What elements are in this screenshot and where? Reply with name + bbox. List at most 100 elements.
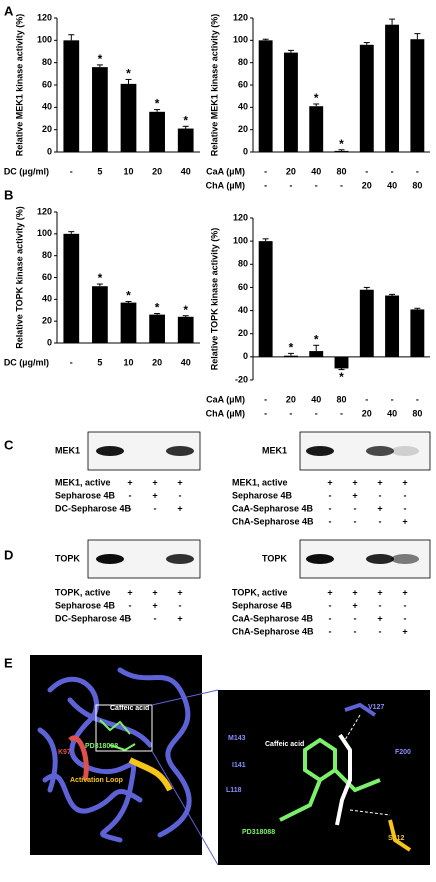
significance-star: *	[183, 303, 188, 317]
x-row-label: DC (µg/ml)	[4, 357, 49, 367]
zoom-box	[95, 704, 153, 752]
blot-sign: -	[129, 503, 132, 513]
bar	[309, 351, 324, 357]
panel-label: B	[4, 187, 13, 202]
x-tick-label: 40	[387, 180, 397, 190]
y-tick-label: 40	[238, 102, 248, 112]
y-tick-label: 100	[37, 228, 52, 238]
blot-sign: +	[177, 613, 182, 623]
blot-sign: -	[404, 503, 407, 513]
caffeic-acid-detail	[335, 733, 352, 826]
blot-row-label: MEK1, active	[232, 477, 288, 487]
y-tick-label: 80	[238, 259, 248, 269]
significance-star: *	[339, 370, 344, 384]
blot-sign: -	[329, 626, 332, 636]
ligand	[99, 719, 136, 752]
blot-sign: -	[354, 503, 357, 513]
blot-row-label: DC-Sepharose 4B	[55, 613, 132, 623]
blot-band	[96, 554, 124, 564]
y-axis-label: Relative TOPK kinase activity (%)	[14, 206, 24, 348]
significance-star: *	[289, 341, 294, 355]
bar	[149, 111, 165, 152]
blot-sign: +	[152, 600, 157, 610]
x-tick-label: -	[416, 166, 419, 176]
y-axis-label: Relative MEK1 kinase activity (%)	[14, 14, 24, 157]
bar	[120, 302, 137, 343]
blot-sign: +	[127, 587, 132, 597]
x-tick-label: 10	[123, 357, 133, 367]
blot-sign: -	[404, 613, 407, 623]
x-tick-label: 40	[311, 166, 321, 176]
x-tick-label: 80	[412, 180, 422, 190]
blot-row-label: Sepharose 4B	[232, 600, 293, 610]
blot-protein: TOPK	[55, 553, 80, 563]
blot-band	[306, 446, 334, 456]
x-tick-label: -	[315, 408, 318, 418]
blot-sign: +	[352, 490, 357, 500]
helix	[68, 735, 89, 781]
blot-sign: +	[152, 477, 157, 487]
blot-protein: MEK1	[55, 445, 80, 455]
blot-band	[366, 446, 394, 456]
blot-sign: -	[329, 490, 332, 500]
blot-row-label: CaA-Sepharose 4B	[232, 613, 314, 623]
x-tick-label: 20	[362, 408, 372, 418]
x-tick-label: -	[365, 394, 368, 404]
y-tick-label: 20	[238, 124, 248, 134]
blot-row-label: Sepharose 4B	[232, 490, 293, 500]
significance-star: *	[155, 97, 160, 111]
blot-sign: +	[352, 600, 357, 610]
x-tick-label: 20	[362, 180, 372, 190]
x-tick-label: 20	[286, 166, 296, 176]
x-tick-label: 80	[412, 408, 422, 418]
bar	[258, 241, 273, 357]
x-row-label: ChA (µM)	[206, 180, 245, 190]
blot-sign: -	[329, 503, 332, 513]
blot-sign: -	[329, 600, 332, 610]
blot-protein: MEK1	[262, 445, 287, 455]
bar	[283, 355, 298, 357]
y-tick-label: 120	[37, 12, 52, 22]
x-tick-label: -	[289, 408, 292, 418]
significance-star: *	[126, 67, 131, 81]
blot-sign: +	[177, 587, 182, 597]
x-tick-label: -	[70, 166, 73, 176]
blot-band	[366, 554, 394, 564]
x-row-label: DC (µg/ml)	[4, 166, 49, 176]
bar	[63, 233, 80, 343]
y-tick-label: 40	[42, 294, 52, 304]
structure-label: K97	[58, 749, 71, 756]
y-tick-label: 20	[42, 124, 52, 134]
blot-sign: -	[354, 613, 357, 623]
structure-label: Caffeic acid	[265, 741, 304, 748]
blot-sign: +	[377, 613, 382, 623]
blot-sign: +	[402, 587, 407, 597]
x-tick-label: 10	[123, 166, 133, 176]
blot-band	[306, 554, 334, 564]
y-tick-label: 0	[243, 351, 248, 361]
y-tick-label: 100	[37, 35, 52, 45]
blot-sign: +	[152, 587, 157, 597]
x-tick-label: -	[340, 408, 343, 418]
bar	[334, 150, 349, 152]
x-tick-label: -	[340, 180, 343, 190]
blot-sign: -	[154, 503, 157, 513]
blot-row-label: Sepharose 4B	[55, 600, 116, 610]
blot-sign: -	[379, 600, 382, 610]
blot-sign: +	[377, 477, 382, 487]
zoom-line	[151, 750, 219, 866]
x-tick-label: 40	[387, 408, 397, 418]
x-tick-label: -	[264, 180, 267, 190]
bar	[177, 316, 194, 343]
x-tick-label: -	[264, 408, 267, 418]
structure-label: Caffeic acid	[110, 705, 149, 712]
blot-band	[96, 446, 124, 456]
blot-sign: +	[377, 503, 382, 513]
blot-protein: TOPK	[262, 553, 287, 563]
bar	[177, 128, 194, 152]
y-axis-label: Relative TOPK kinase activity (%)	[209, 228, 219, 370]
panel-label: A	[4, 3, 14, 18]
y-tick-label: 0	[47, 337, 52, 347]
y-axis-label: Relative MEK1 kinase activity (%)	[209, 14, 219, 157]
